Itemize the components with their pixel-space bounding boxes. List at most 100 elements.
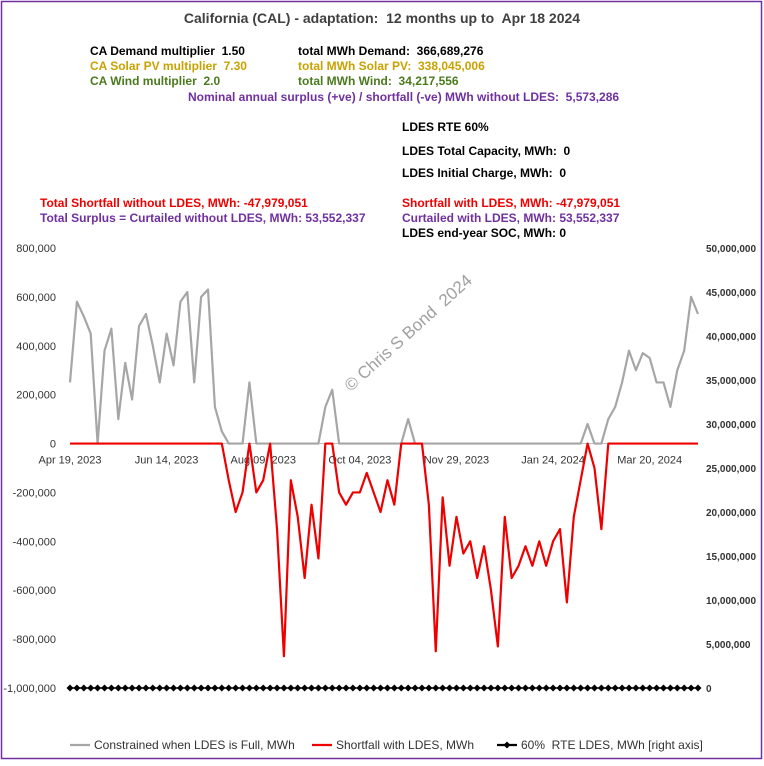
series-marker bbox=[439, 684, 447, 692]
series-marker bbox=[404, 684, 412, 692]
series-marker bbox=[659, 684, 667, 692]
series-marker bbox=[197, 684, 205, 692]
series-marker bbox=[556, 684, 564, 692]
y-tick-label: -600,000 bbox=[13, 585, 56, 597]
series-marker bbox=[549, 684, 557, 692]
series-marker bbox=[618, 684, 626, 692]
y-tick-label: 200,000 bbox=[16, 390, 56, 402]
series-marker bbox=[528, 684, 536, 692]
x-tick-label: Nov 29, 2023 bbox=[424, 455, 489, 467]
series-marker bbox=[328, 684, 336, 692]
series-marker bbox=[294, 684, 302, 692]
y2-tick-label: 5,000,000 bbox=[706, 640, 751, 651]
series-marker bbox=[314, 684, 322, 692]
series-marker bbox=[356, 684, 364, 692]
x-tick-label: Apr 19, 2023 bbox=[39, 455, 102, 467]
series-marker bbox=[73, 684, 81, 692]
series-marker bbox=[597, 684, 605, 692]
series-marker bbox=[542, 684, 550, 692]
legend-label: Constrained when LDES is Full, MWh bbox=[94, 738, 295, 752]
series-marker bbox=[377, 684, 385, 692]
series-marker bbox=[266, 684, 274, 692]
x-tick-label: Jun 14, 2023 bbox=[135, 455, 199, 467]
series-marker bbox=[680, 684, 688, 692]
series-marker bbox=[142, 684, 150, 692]
series-marker bbox=[480, 684, 488, 692]
y-tick-label: 400,000 bbox=[16, 341, 56, 353]
series-marker bbox=[639, 684, 647, 692]
y-tick-label: -200,000 bbox=[13, 487, 56, 499]
y2-tick-label: 45,000,000 bbox=[706, 288, 756, 299]
series-marker bbox=[163, 684, 171, 692]
series-marker bbox=[128, 684, 136, 692]
series-marker bbox=[694, 684, 702, 692]
series-marker bbox=[66, 684, 74, 692]
y-tick-label: -400,000 bbox=[13, 536, 56, 548]
series-marker bbox=[245, 684, 253, 692]
series-marker bbox=[501, 684, 509, 692]
series-marker bbox=[521, 684, 529, 692]
series-marker bbox=[397, 684, 405, 692]
x-tick-label: Mar 20, 2024 bbox=[617, 455, 682, 467]
annotation: total MWh Demand: 366,689,276 bbox=[298, 44, 484, 58]
series-marker bbox=[308, 684, 316, 692]
annotation: CA Solar PV multiplier 7.30 bbox=[90, 59, 247, 73]
series-marker bbox=[252, 684, 260, 692]
series-marker bbox=[80, 684, 88, 692]
annotation: LDES RTE 60% bbox=[402, 120, 489, 134]
series-marker bbox=[563, 684, 571, 692]
annotation: LDES Total Capacity, MWh: 0 bbox=[402, 144, 571, 158]
annotation: Total Shortfall without LDES, MWh: -47,9… bbox=[40, 196, 308, 210]
y2-tick-label: 30,000,000 bbox=[706, 420, 756, 431]
series-marker bbox=[646, 684, 654, 692]
series-marker bbox=[363, 684, 371, 692]
series-marker bbox=[170, 684, 178, 692]
series-marker bbox=[535, 684, 543, 692]
y-tick-label: -1,000,000 bbox=[3, 683, 56, 695]
series-marker bbox=[94, 684, 102, 692]
annotation: Shortfall with LDES, MWh: -47,979,051 bbox=[402, 196, 620, 210]
y2-tick-label: 35,000,000 bbox=[706, 376, 756, 387]
series-marker bbox=[577, 684, 585, 692]
y-tick-label: 800,000 bbox=[16, 243, 56, 255]
series-marker bbox=[176, 684, 184, 692]
annotation: total MWh Solar PV: 338,045,006 bbox=[298, 59, 485, 73]
series-marker bbox=[287, 684, 295, 692]
series-marker bbox=[225, 684, 233, 692]
series-line bbox=[70, 442, 698, 658]
series-marker bbox=[487, 684, 495, 692]
series-marker bbox=[259, 684, 267, 692]
series-marker bbox=[301, 684, 309, 692]
annotation: Total Surplus = Curtailed without LDES, … bbox=[40, 211, 366, 225]
y2-tick-label: 40,000,000 bbox=[706, 332, 756, 343]
series-marker bbox=[452, 684, 460, 692]
series-marker bbox=[87, 684, 95, 692]
y-tick-label: 0 bbox=[50, 439, 56, 451]
series-marker bbox=[218, 684, 226, 692]
series-marker bbox=[183, 684, 191, 692]
legend-label: Shortfall with LDES, MWh bbox=[336, 738, 474, 752]
annotation: LDES end-year SOC, MWh: 0 bbox=[402, 226, 566, 240]
y-tick-label: 600,000 bbox=[16, 292, 56, 304]
series-marker bbox=[390, 684, 398, 692]
series-marker bbox=[418, 684, 426, 692]
series-marker bbox=[370, 684, 378, 692]
annotation: total MWh Wind: 34,217,556 bbox=[298, 74, 459, 88]
series-marker bbox=[494, 684, 502, 692]
series-marker bbox=[459, 684, 467, 692]
legend-marker bbox=[503, 741, 511, 749]
series-marker bbox=[273, 684, 281, 692]
series-marker bbox=[121, 684, 129, 692]
series-marker bbox=[190, 684, 198, 692]
annotation: LDES Initial Charge, MWh: 0 bbox=[402, 166, 566, 180]
series-marker bbox=[383, 684, 391, 692]
series-marker bbox=[349, 684, 357, 692]
series-marker bbox=[508, 684, 516, 692]
series-marker bbox=[101, 684, 109, 692]
series-marker bbox=[156, 684, 164, 692]
series-marker bbox=[232, 684, 240, 692]
y-tick-label: -800,000 bbox=[13, 634, 56, 646]
series-line bbox=[68, 288, 700, 445]
